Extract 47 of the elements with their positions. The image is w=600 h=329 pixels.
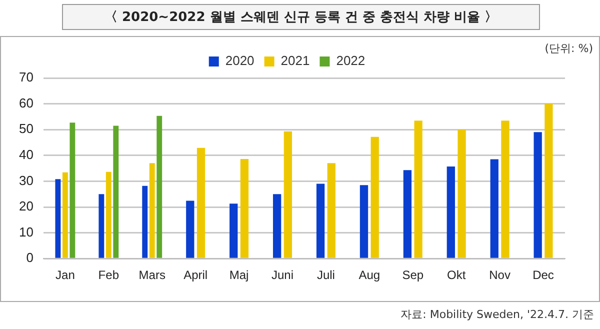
y-tick-label: 50 — [18, 121, 34, 136]
bar — [534, 132, 542, 258]
bar — [272, 194, 282, 258]
chart-title: 〈 2020~2022 월별 스웨덴 신규 등록 건 중 충전식 차량 비율 〉 — [62, 4, 540, 30]
x-tick-label: Nov — [489, 268, 510, 282]
x-tick-label: Juni — [271, 268, 294, 282]
x-tick-label: Sep — [402, 268, 424, 282]
x-tick-label: Juli — [316, 268, 335, 282]
y-tick-label: 30 — [18, 172, 34, 188]
x-tick-label: Aug — [358, 268, 380, 282]
bar — [316, 184, 325, 258]
text: (단위: %) — [544, 41, 593, 56]
x-tick-label: Feb — [98, 268, 120, 282]
y-tick-label: 0 — [26, 250, 34, 266]
legend-label: 2020 — [225, 53, 254, 68]
legend-label: 2021 — [280, 53, 310, 68]
bar — [446, 166, 455, 258]
x-tick-label: Maj — [229, 268, 249, 282]
x-tick-label: Mars — [138, 268, 166, 282]
bar — [70, 122, 76, 258]
bar — [403, 170, 412, 258]
y-tick-label: 40 — [18, 146, 34, 162]
bar — [284, 131, 292, 258]
x-tick-label: Jan — [56, 268, 75, 282]
bar — [370, 136, 379, 258]
bar — [240, 159, 249, 258]
bar — [156, 116, 162, 258]
bar — [458, 130, 466, 258]
bar — [196, 148, 206, 258]
bar — [327, 163, 336, 258]
legend-label: 2022 — [336, 53, 366, 68]
y-tick-label: 10 — [18, 224, 34, 240]
text: 자료: Mobility Sweden, '22.4.7. 기준 — [400, 307, 594, 322]
bar — [490, 159, 498, 258]
y-tick-label: 60 — [18, 95, 34, 110]
x-tick-label: Dec — [532, 268, 554, 282]
bar — [360, 185, 368, 258]
bar — [230, 204, 238, 258]
y-tick-label: 20 — [18, 198, 34, 214]
y-tick-label: 70 — [18, 70, 34, 85]
bar — [501, 120, 510, 258]
x-tick-label: April — [184, 268, 208, 282]
bar — [113, 126, 119, 258]
bar — [414, 120, 422, 258]
x-tick-label: Okt — [447, 268, 466, 282]
bar — [544, 104, 553, 258]
bar — [186, 200, 194, 258]
